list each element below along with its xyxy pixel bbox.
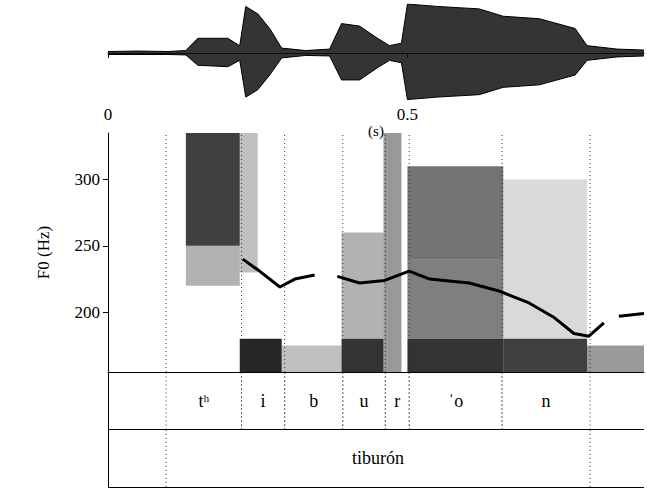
svg-text:ˈo: ˈo — [448, 391, 463, 411]
svg-text:i: i — [261, 391, 266, 411]
svg-text:r: r — [394, 391, 400, 411]
svg-text:300: 300 — [75, 170, 101, 189]
svg-text:u: u — [360, 391, 369, 411]
svg-text:250: 250 — [75, 236, 101, 255]
svg-text:F0 (Hz): F0 (Hz) — [34, 226, 53, 279]
svg-text:b: b — [309, 391, 318, 411]
svg-text:(s): (s) — [368, 123, 384, 140]
svg-text:tʰ: tʰ — [198, 391, 209, 411]
svg-text:200: 200 — [75, 303, 101, 322]
svg-text:0.5: 0.5 — [397, 105, 418, 124]
svg-text:n: n — [542, 391, 551, 411]
svg-text:tiburón: tiburón — [352, 448, 404, 468]
svg-text:0: 0 — [104, 105, 113, 124]
